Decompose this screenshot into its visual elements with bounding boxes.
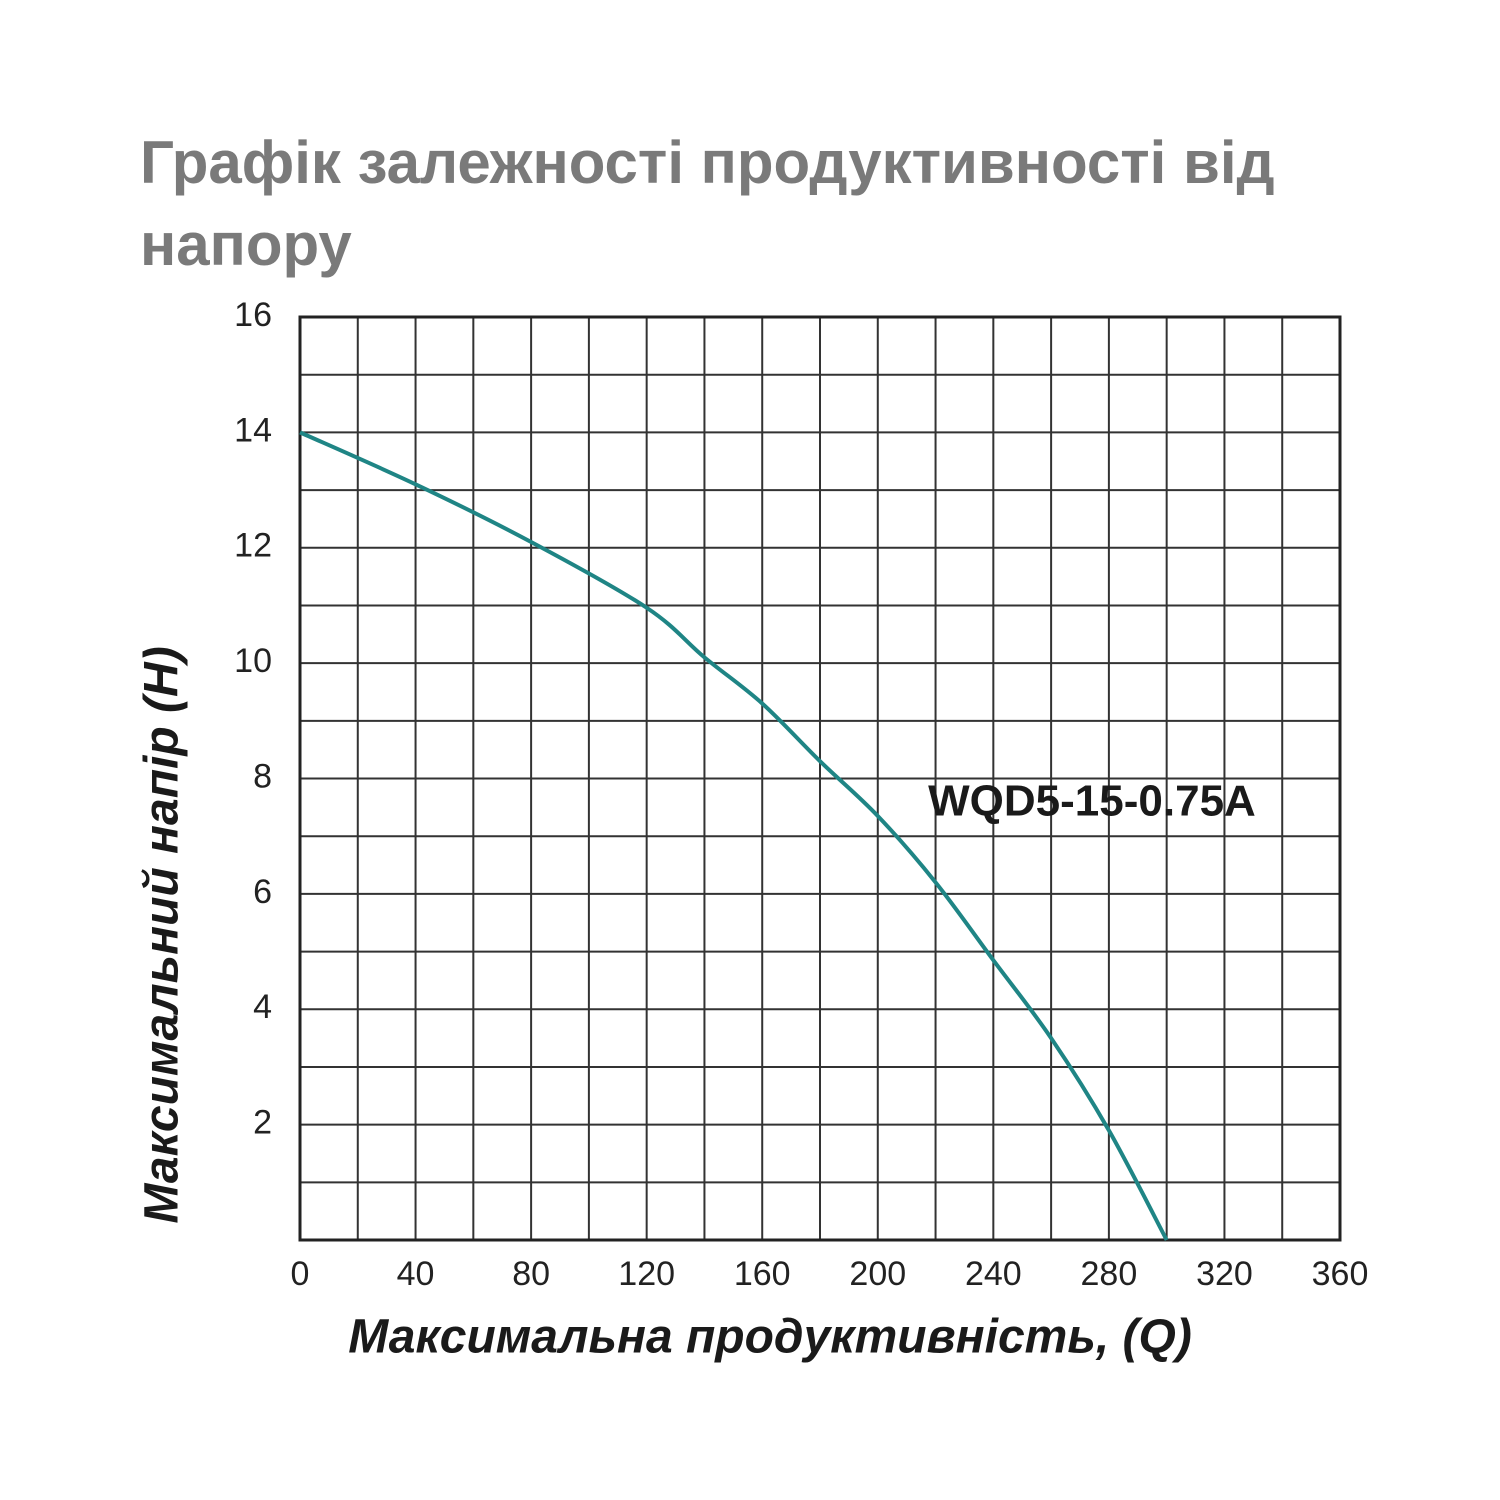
- x-tick-label: 80: [512, 1255, 550, 1293]
- y-tick-label: 6: [253, 873, 272, 911]
- x-axis-label: Максимальна продуктивність, (Q): [348, 1311, 1192, 1364]
- curve: [299, 430, 1169, 1241]
- x-tick-label: 280: [1081, 1255, 1138, 1293]
- y-axis-label: Максимальний напір (H): [136, 646, 189, 1223]
- x-tick-label: 200: [849, 1255, 906, 1293]
- y-tick-label: 8: [253, 757, 272, 795]
- x-tick-label: 160: [734, 1255, 791, 1293]
- y-tick-label: 10: [234, 642, 272, 680]
- curve-annotation: WQD5-15-0.75A: [928, 777, 1256, 826]
- x-tick-label: 120: [618, 1255, 675, 1293]
- x-tick-label: 0: [291, 1255, 310, 1293]
- y-tick-label: 12: [234, 527, 272, 565]
- plot-frame: [298, 315, 1342, 1242]
- x-tick-label: 320: [1196, 1255, 1253, 1293]
- x-tick-label: 360: [1312, 1255, 1369, 1293]
- y-tick-label: 4: [253, 988, 272, 1026]
- x-tick-label: 40: [397, 1255, 435, 1293]
- x-tick-label: 240: [965, 1255, 1022, 1293]
- y-tick-label: 14: [234, 411, 272, 449]
- y-tick-label: 2: [253, 1104, 272, 1142]
- y-tick-label: 16: [234, 296, 272, 334]
- chart-title: Графік залежності продуктивності від нап…: [140, 129, 1275, 278]
